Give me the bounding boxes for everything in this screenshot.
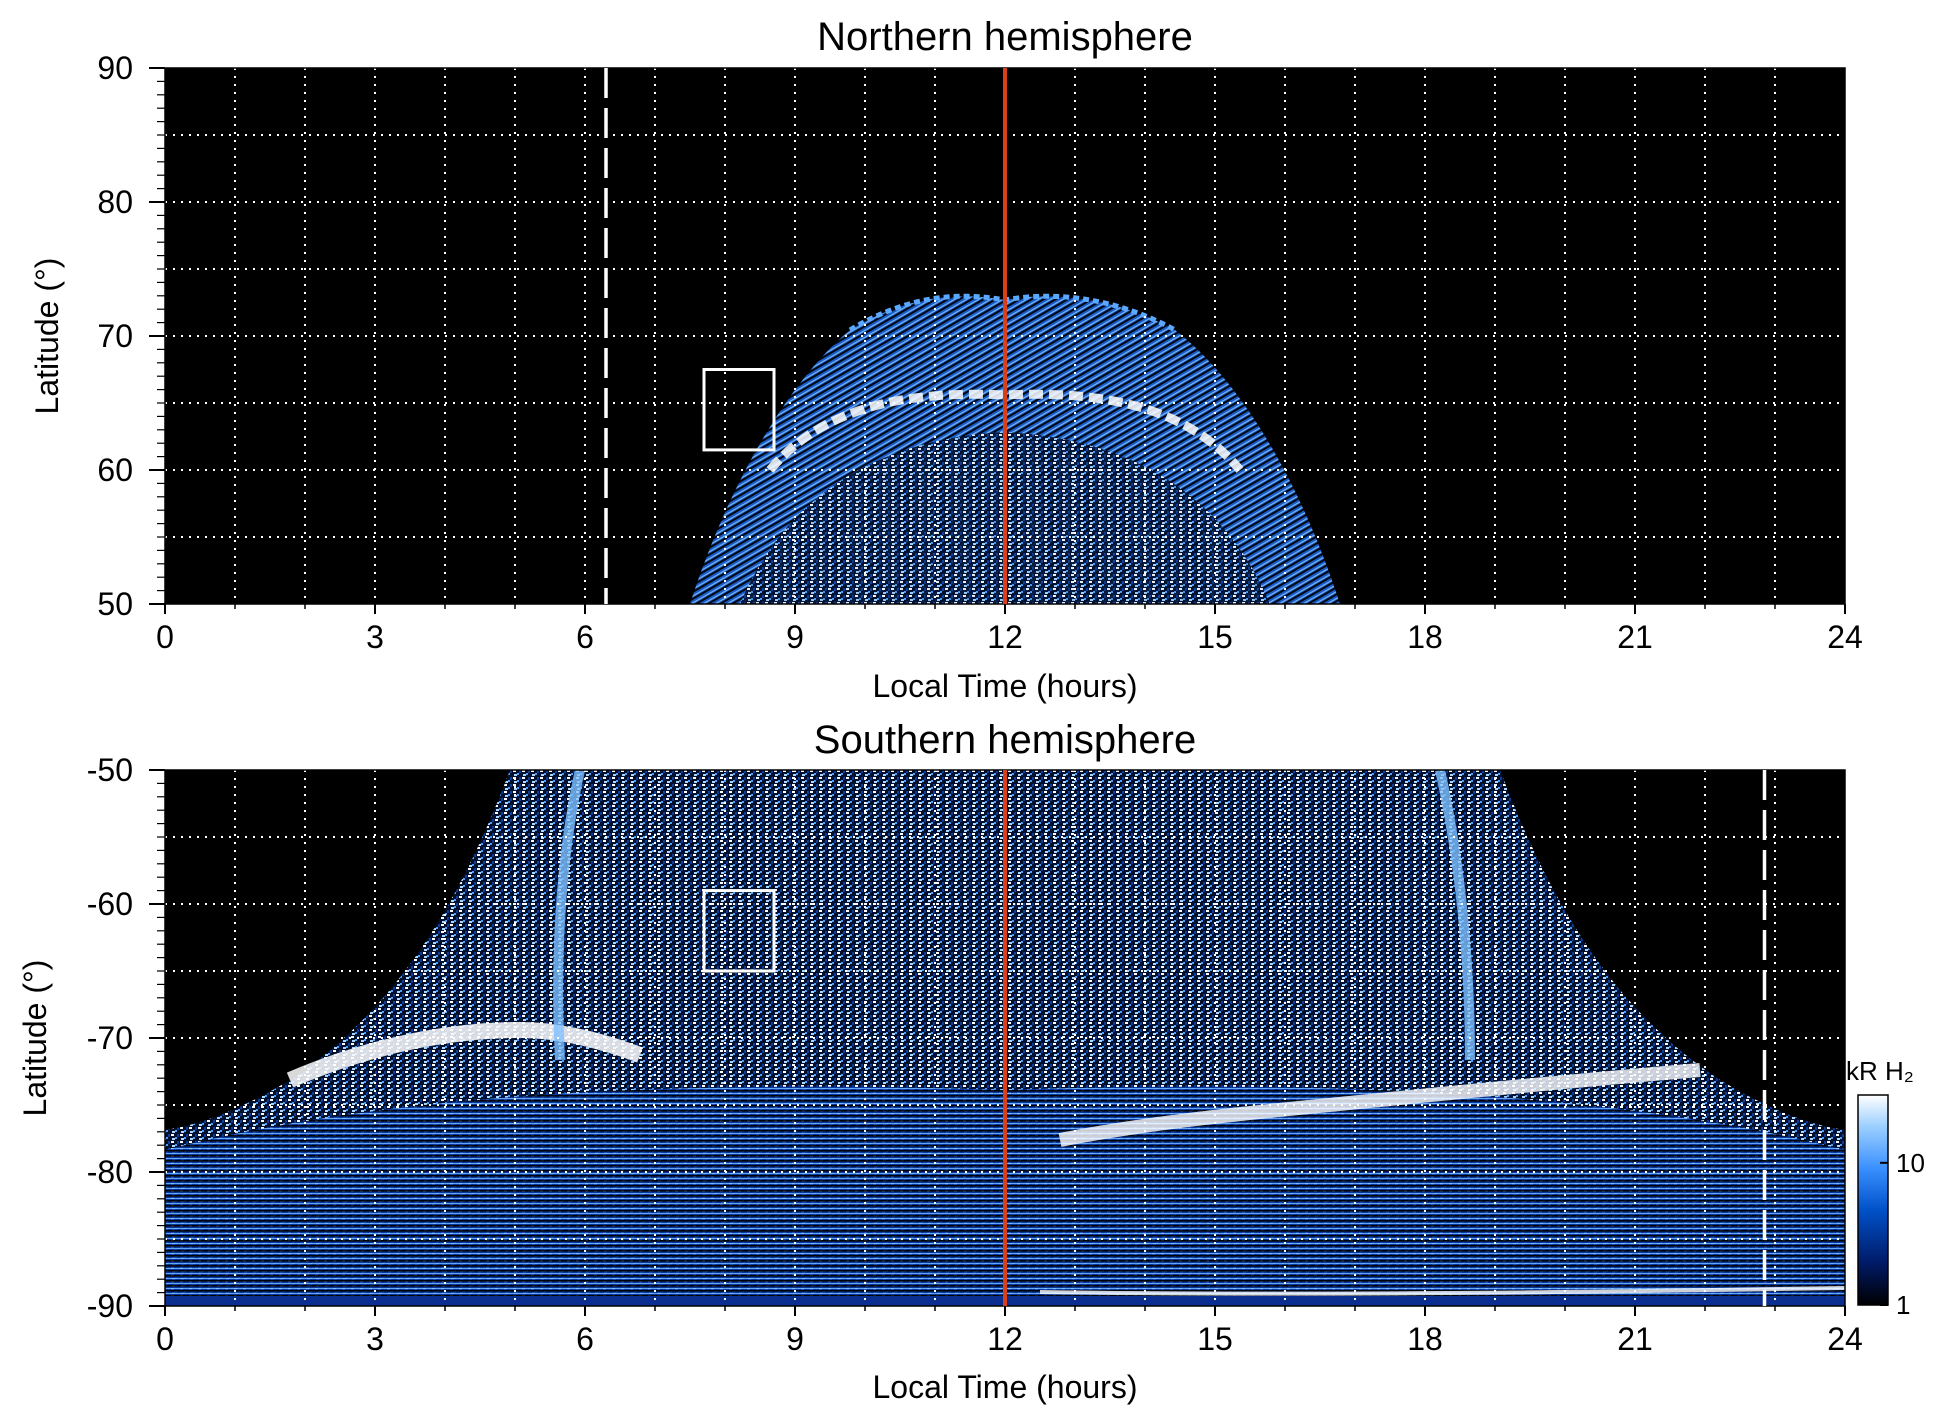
colorbar-ticks: 10 1 <box>1880 1148 1925 1320</box>
north-xtick-label: 3 <box>366 619 384 655</box>
south-title: Southern hemisphere <box>814 718 1196 762</box>
north-xtick-label: 9 <box>786 619 804 655</box>
north-selection-box <box>702 368 776 452</box>
north-ylabel: Latitude (°) <box>29 258 65 415</box>
colorbar-tick-label: 1 <box>1896 1290 1910 1320</box>
south-pole-bright-line <box>1039 1286 1845 1296</box>
north-xtick-label: 15 <box>1197 619 1233 655</box>
north-xtick-label: 21 <box>1617 619 1653 655</box>
south-xtick-label: 15 <box>1197 1321 1233 1357</box>
south-xlabel: Local Time (hours) <box>873 1369 1138 1405</box>
north-xtick-label: 6 <box>576 619 594 655</box>
south-xtick-label: 21 <box>1617 1321 1653 1357</box>
north-ytick-label: 50 <box>97 586 133 622</box>
colorbar-title: kR H₂ <box>1846 1056 1914 1086</box>
south-dawn-bright-arc <box>286 1021 643 1088</box>
colorbar-tick-label: 10 <box>1896 1148 1925 1178</box>
colorbar-gradient <box>1857 1094 1889 1306</box>
south-xtick-label: 6 <box>576 1321 594 1357</box>
north-xtick-label: 12 <box>987 619 1023 655</box>
north-xlabel: Local Time (hours) <box>873 668 1138 704</box>
south-dusk-flank-band <box>1435 770 1475 1061</box>
south-xtick-label: 24 <box>1827 1321 1863 1357</box>
south-ytick-label: -80 <box>87 1154 133 1190</box>
south-ytick-label: -50 <box>87 752 133 788</box>
south-xtick-label: 0 <box>156 1321 174 1357</box>
south-panel: Southern hemisphere 0 3 6 9 12 15 18 21 24 -50 -60… <box>17 718 1863 1405</box>
north-panel: Northern hemisphere 0 3 6 9 12 15 18 21 24 50 60 70… <box>29 15 1863 704</box>
south-ytick-label: -90 <box>87 1288 133 1324</box>
south-ylabel: Latitude (°) <box>17 960 53 1117</box>
north-ytick-label: 80 <box>97 184 133 220</box>
north-ytick-label: 90 <box>97 50 133 86</box>
north-title: Northern hemisphere <box>817 15 1193 59</box>
north-axes: 0 3 6 9 12 15 18 21 24 50 60 70 80 90 <box>97 50 1862 655</box>
south-ytick-label: -60 <box>87 886 133 922</box>
south-dusk-bright-arc <box>1058 1063 1701 1147</box>
south-xtick-label: 18 <box>1407 1321 1443 1357</box>
south-dawn-flank-band <box>553 770 585 1061</box>
north-xtick-label: 24 <box>1827 619 1863 655</box>
south-overlays <box>702 770 1767 1306</box>
south-xtick-label: 9 <box>786 1321 804 1357</box>
south-xtick-label: 3 <box>366 1321 384 1357</box>
north-emission <box>690 293 1340 604</box>
north-overlays <box>604 68 1007 604</box>
colorbar: kR H₂ 10 1 <box>1846 1056 1925 1320</box>
north-bright-oval <box>766 389 1244 473</box>
north-ytick-label: 70 <box>97 318 133 354</box>
north-xtick-label: 0 <box>156 619 174 655</box>
south-axes: 0 3 6 9 12 15 18 21 24 -50 -60 -70 -80 -90 <box>87 752 1863 1357</box>
north-xtick-label: 18 <box>1407 619 1443 655</box>
south-ytick-label: -70 <box>87 1020 133 1056</box>
south-xtick-label: 12 <box>987 1321 1023 1357</box>
north-ytick-label: 60 <box>97 452 133 488</box>
south-selection-box <box>702 889 776 973</box>
